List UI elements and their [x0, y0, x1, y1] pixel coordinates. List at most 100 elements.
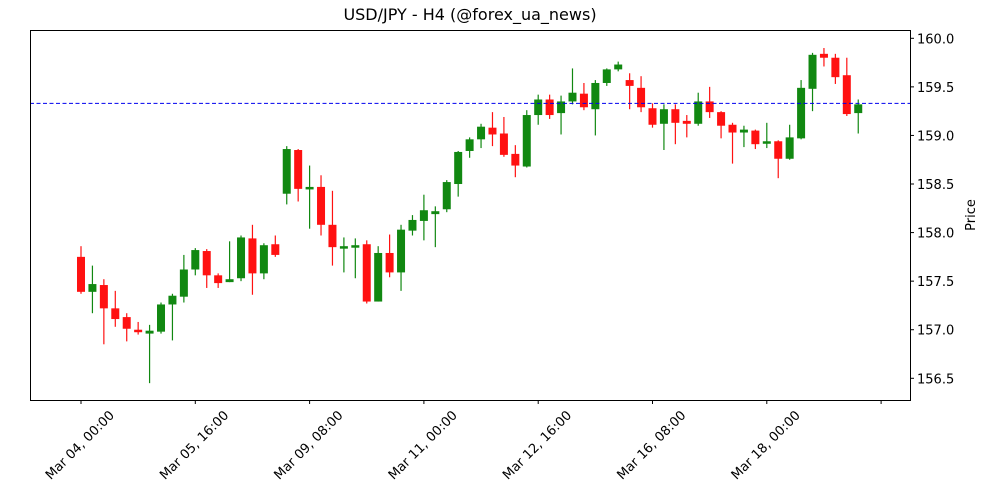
candle: [362, 240, 371, 304]
candle: [442, 180, 451, 213]
candle-body: [282, 149, 291, 194]
candle: [694, 92, 703, 126]
candle: [797, 80, 806, 140]
candle: [842, 57, 851, 117]
candle-body: [774, 141, 783, 159]
candle: [271, 235, 280, 257]
candle: [728, 122, 737, 164]
candle: [637, 76, 646, 113]
candle-body: [214, 275, 223, 284]
candle: [591, 80, 600, 136]
candle: [397, 224, 406, 291]
candle-body: [408, 219, 417, 231]
plot-frame: [30, 30, 911, 401]
candle: [202, 249, 211, 288]
candle-body: [488, 127, 497, 135]
candle-body: [454, 151, 463, 185]
candle-body: [248, 238, 257, 274]
candles-layer: [77, 48, 863, 384]
candle-body: [557, 101, 566, 114]
candle-body: [511, 153, 520, 166]
candle: [488, 112, 497, 147]
candle-body: [419, 210, 428, 221]
candle-body: [305, 186, 314, 190]
candle: [385, 234, 394, 278]
x-tick-label: Mar 11, 00:00: [386, 408, 461, 483]
candle: [259, 243, 268, 280]
candle-body: [785, 137, 794, 159]
candle: [751, 129, 760, 150]
candle-body: [705, 101, 714, 113]
candle: [454, 150, 463, 197]
candle-body: [431, 211, 440, 215]
candle: [534, 94, 543, 125]
candle: [568, 68, 577, 105]
candle-body: [237, 237, 246, 279]
candle-body: [157, 304, 166, 332]
candle: [419, 194, 428, 241]
candle: [648, 103, 657, 128]
candle: [328, 190, 337, 266]
candle-body: [202, 251, 211, 276]
candle: [351, 238, 360, 279]
x-tick-label: Mar 09, 08:00: [272, 408, 347, 483]
candle: [305, 165, 314, 229]
candle: [145, 324, 154, 384]
candle: [465, 137, 474, 158]
candle: [431, 206, 440, 248]
candle: [179, 254, 188, 303]
x-tick-label: Mar 04, 00:00: [43, 408, 118, 483]
candle-body: [717, 112, 726, 126]
candle-body: [762, 141, 771, 144]
candle-body: [225, 279, 234, 283]
x-tick-label: Mar 18, 00:00: [729, 408, 804, 483]
candle: [157, 302, 166, 334]
candle: [659, 104, 668, 151]
candle-body: [819, 53, 828, 58]
x-tick-label: Mar 16, 08:00: [614, 408, 689, 483]
candle-body: [271, 244, 280, 255]
candle: [522, 110, 531, 168]
candle-body: [191, 250, 200, 270]
candle-body: [374, 252, 383, 302]
candle: [99, 279, 108, 345]
candle: [374, 246, 383, 302]
candle-body: [671, 109, 680, 123]
candle: [248, 224, 257, 295]
y-tick-label: 158.0: [917, 227, 954, 242]
y-tick-label: 159.5: [917, 81, 954, 96]
x-tick-label: Mar 05, 16:00: [157, 408, 232, 483]
y-tick-label: 157.5: [917, 275, 954, 290]
x-tick-label: Mar 12, 16:00: [500, 408, 575, 483]
candle-body: [294, 150, 303, 189]
candle-body: [362, 244, 371, 302]
candle-body: [842, 75, 851, 115]
candle: [339, 237, 348, 273]
candle: [671, 104, 680, 145]
candle-body: [465, 139, 474, 151]
y-tick-label: 156.5: [917, 372, 954, 387]
candle-body: [145, 330, 154, 334]
candle-body: [648, 108, 657, 125]
candle: [122, 313, 131, 342]
candle-body: [317, 186, 326, 225]
chart-title: USD/JPY - H4 (@forex_ua_news): [343, 5, 597, 24]
candle: [77, 246, 85, 294]
candle-body: [659, 109, 668, 124]
candle: [557, 95, 566, 135]
candle-body: [351, 245, 360, 248]
candle: [191, 248, 200, 276]
candle-body: [179, 269, 188, 297]
candle: [88, 265, 97, 314]
candle-body: [168, 295, 177, 305]
y-axis-label: Price: [964, 199, 979, 231]
candle: [739, 125, 748, 148]
candle-body: [534, 99, 543, 116]
candle-body: [385, 252, 394, 273]
candle: [602, 68, 611, 86]
candle-body: [602, 69, 611, 83]
candle-body: [99, 285, 108, 309]
candle-body: [614, 64, 623, 70]
y-tick-label: 159.0: [917, 129, 954, 144]
candle-body: [122, 317, 131, 329]
